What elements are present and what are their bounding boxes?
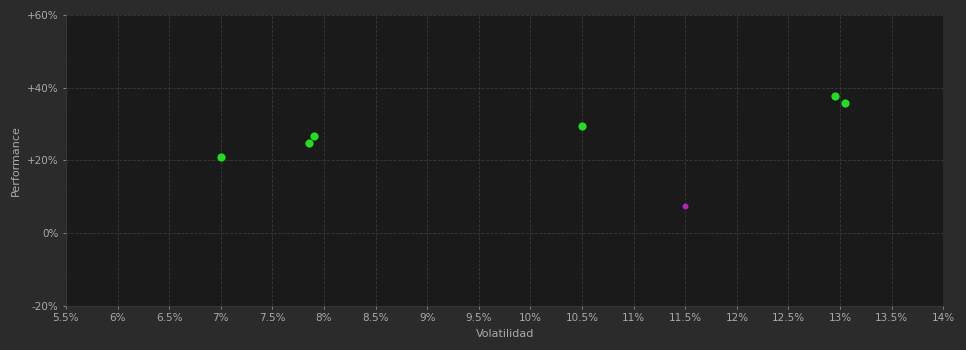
Y-axis label: Performance: Performance xyxy=(12,125,21,196)
Point xyxy=(213,154,229,160)
Point xyxy=(300,141,316,146)
Point xyxy=(838,100,853,106)
Point xyxy=(677,203,693,209)
Point xyxy=(575,123,590,129)
X-axis label: Volatilidad: Volatilidad xyxy=(475,329,534,339)
Point xyxy=(827,93,842,99)
Point xyxy=(306,133,322,139)
